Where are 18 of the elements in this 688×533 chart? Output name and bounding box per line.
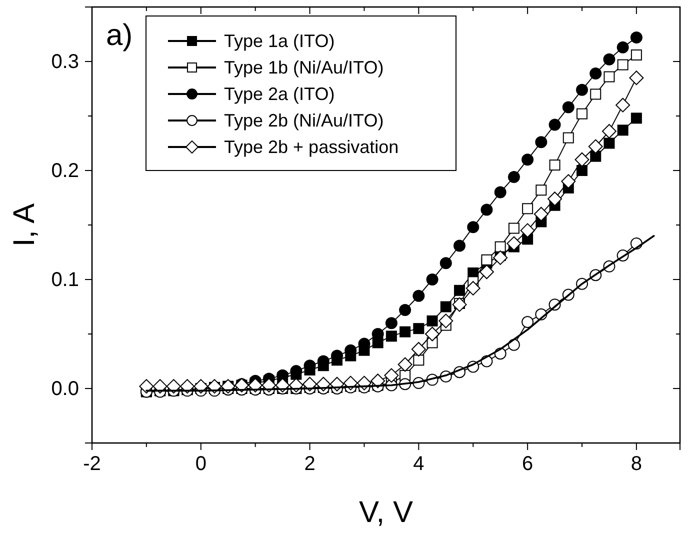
annotation: a) [106, 19, 133, 52]
x-tick-label: 6 [522, 453, 534, 476]
legend-label: Type 2b + passivation [224, 137, 399, 157]
legend-label: Type 1a (ITO) [224, 31, 335, 51]
y-tick-label: 0.0 [51, 378, 79, 400]
x-tick-label: 4 [413, 453, 424, 476]
x-axis-title: V, V [359, 496, 413, 529]
y-axis-title: I, A [8, 203, 41, 247]
x-tick-label: -2 [83, 453, 101, 476]
y-tick-label: 0.1 [51, 268, 79, 291]
y-tick-label: 0.3 [51, 50, 79, 73]
y-tick-label: 0.2 [51, 160, 79, 182]
legend-label: Type 1b (Ni/Au/ITO) [224, 58, 384, 78]
legend-label: Type 2b (Ni/Au/ITO) [224, 110, 384, 130]
x-tick-label: 8 [630, 453, 642, 476]
x-tick-label: 0 [195, 453, 206, 476]
legend-label: Type 2a (ITO) [224, 84, 335, 104]
x-tick-label: 2 [304, 453, 316, 476]
